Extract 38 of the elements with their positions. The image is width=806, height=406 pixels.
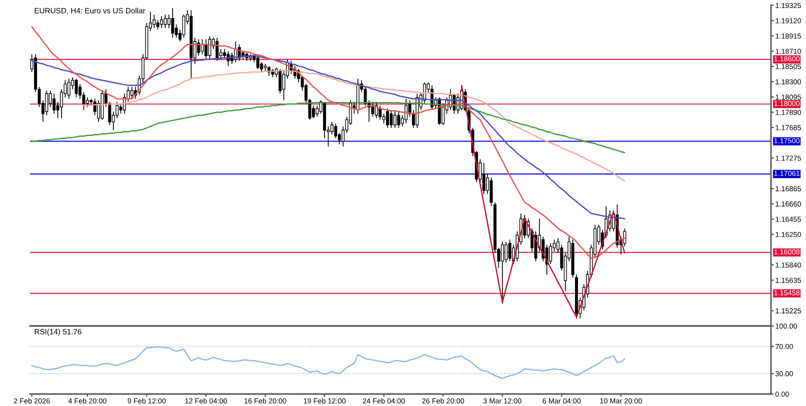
candlestick bbox=[386, 108, 390, 128]
candlestick bbox=[482, 162, 486, 195]
candlestick bbox=[404, 98, 408, 124]
candlestick bbox=[52, 93, 56, 114]
candlestick bbox=[200, 38, 204, 55]
candlestick bbox=[334, 123, 338, 139]
candlestick bbox=[397, 111, 400, 128]
candlestick bbox=[204, 38, 208, 60]
candlestick bbox=[208, 36, 212, 60]
candlestick bbox=[500, 241, 504, 304]
candlestick bbox=[330, 122, 334, 136]
candlestick bbox=[164, 14, 167, 29]
candlestick bbox=[160, 16, 164, 29]
candlestick bbox=[171, 8, 174, 38]
line-series bbox=[461, 84, 626, 318]
candlestick bbox=[374, 101, 378, 119]
candlestick bbox=[67, 78, 70, 100]
line-series bbox=[31, 26, 626, 259]
candlestick bbox=[393, 111, 396, 128]
candlestick bbox=[78, 84, 82, 100]
candlestick bbox=[390, 110, 393, 128]
candlestick bbox=[216, 37, 219, 62]
candlestick bbox=[378, 105, 382, 120]
candlestick bbox=[74, 78, 78, 98]
candlestick bbox=[156, 19, 160, 30]
candlestick bbox=[442, 102, 445, 126]
candlestick bbox=[278, 68, 282, 94]
candlestick bbox=[508, 239, 512, 262]
candlestick bbox=[490, 177, 493, 207]
candlestick bbox=[152, 14, 156, 29]
candlestick bbox=[182, 14, 186, 38]
candlestick bbox=[197, 38, 200, 56]
candlestick bbox=[130, 86, 134, 100]
candlestick bbox=[86, 96, 89, 108]
line-series bbox=[31, 346, 626, 379]
candlestick bbox=[316, 105, 319, 118]
candlestick bbox=[256, 55, 260, 70]
candlestick bbox=[504, 241, 508, 264]
